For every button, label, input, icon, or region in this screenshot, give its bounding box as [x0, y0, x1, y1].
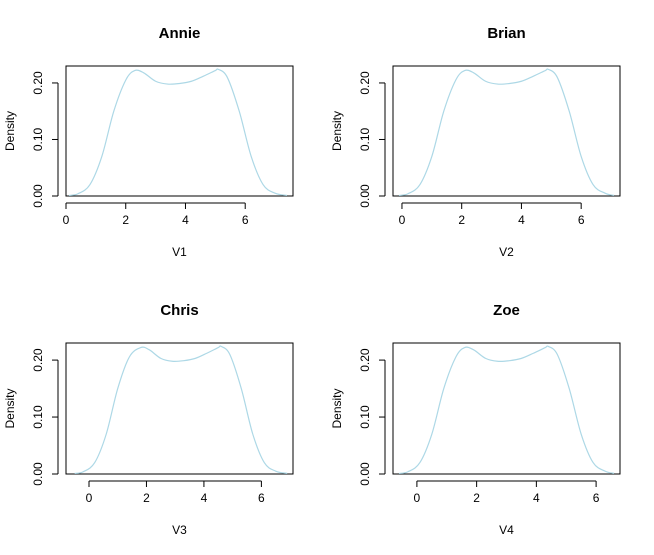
y-axis-title: Density: [330, 111, 344, 151]
y-tick-label: 0.10: [358, 127, 372, 151]
plot-panel-chris: Chris 0 2 4 6 V3 0.00 0.10 0.20 Density: [3, 302, 294, 537]
x-tick-label: 4: [518, 213, 525, 227]
plot-title: Annie: [159, 25, 201, 42]
y-tick-label: 0.20: [358, 348, 372, 372]
y-tick-label: 0.10: [358, 405, 372, 429]
plot-frame: [392, 65, 621, 197]
plot-title: Zoe: [493, 302, 520, 319]
x-tick-label: 4: [182, 213, 189, 227]
x-tick-label: 0: [63, 213, 70, 227]
x-axis-title: V2: [499, 245, 514, 259]
y-tick-label: 0.00: [358, 184, 372, 208]
x-tick-label: 2: [143, 491, 150, 505]
y-tick-label: 0.00: [358, 462, 372, 486]
plot-title: Brian: [487, 25, 525, 42]
y-tick-label: 0.00: [31, 184, 45, 208]
y-tick-label: 0.20: [31, 71, 45, 95]
y-axis-title: Density: [3, 111, 17, 151]
y-tick-label: 0.10: [31, 127, 45, 151]
y-axis-title: Density: [3, 388, 17, 428]
x-tick-label: 6: [258, 491, 265, 505]
plot-frame: [392, 342, 621, 475]
density-curve: [68, 68, 288, 197]
y-tick-label: 0.00: [31, 462, 45, 486]
x-axis-title: V3: [172, 523, 187, 537]
y-tick-label: 0.20: [31, 348, 45, 372]
x-tick-label: 0: [414, 491, 421, 505]
x-tick-label: 4: [533, 491, 540, 505]
x-tick-label: 0: [399, 213, 406, 227]
plot-panel-annie: Annie 0 2 4 6 V1 0.00 0.10 0.20 Density: [3, 25, 294, 259]
plot-panel-zoe: Zoe 0 2 4 6 V4 0.00 0.10 0.20 Density: [330, 302, 621, 537]
plot-panel-brian: Brian 0 2 4 6 V2 0.00 0.10 0.20 Density: [330, 25, 621, 259]
plot-frame: [65, 65, 294, 197]
y-tick-label: 0.10: [31, 405, 45, 429]
x-tick-label: 2: [473, 491, 480, 505]
x-tick-label: 6: [242, 213, 249, 227]
x-tick-label: 2: [122, 213, 129, 227]
y-tick-label: 0.20: [358, 71, 372, 95]
density-curve: [74, 345, 288, 475]
x-tick-label: 6: [593, 491, 600, 505]
y-axis-title: Density: [330, 388, 344, 428]
density-curve: [398, 345, 615, 475]
x-tick-label: 4: [201, 491, 208, 505]
plot-title: Chris: [160, 302, 198, 319]
x-tick-label: 6: [578, 213, 585, 227]
x-axis-title: V1: [172, 245, 187, 259]
density-curve: [398, 68, 615, 197]
plot-frame: [65, 342, 294, 475]
x-tick-label: 0: [86, 491, 93, 505]
x-tick-label: 2: [458, 213, 465, 227]
x-axis-title: V4: [499, 523, 514, 537]
